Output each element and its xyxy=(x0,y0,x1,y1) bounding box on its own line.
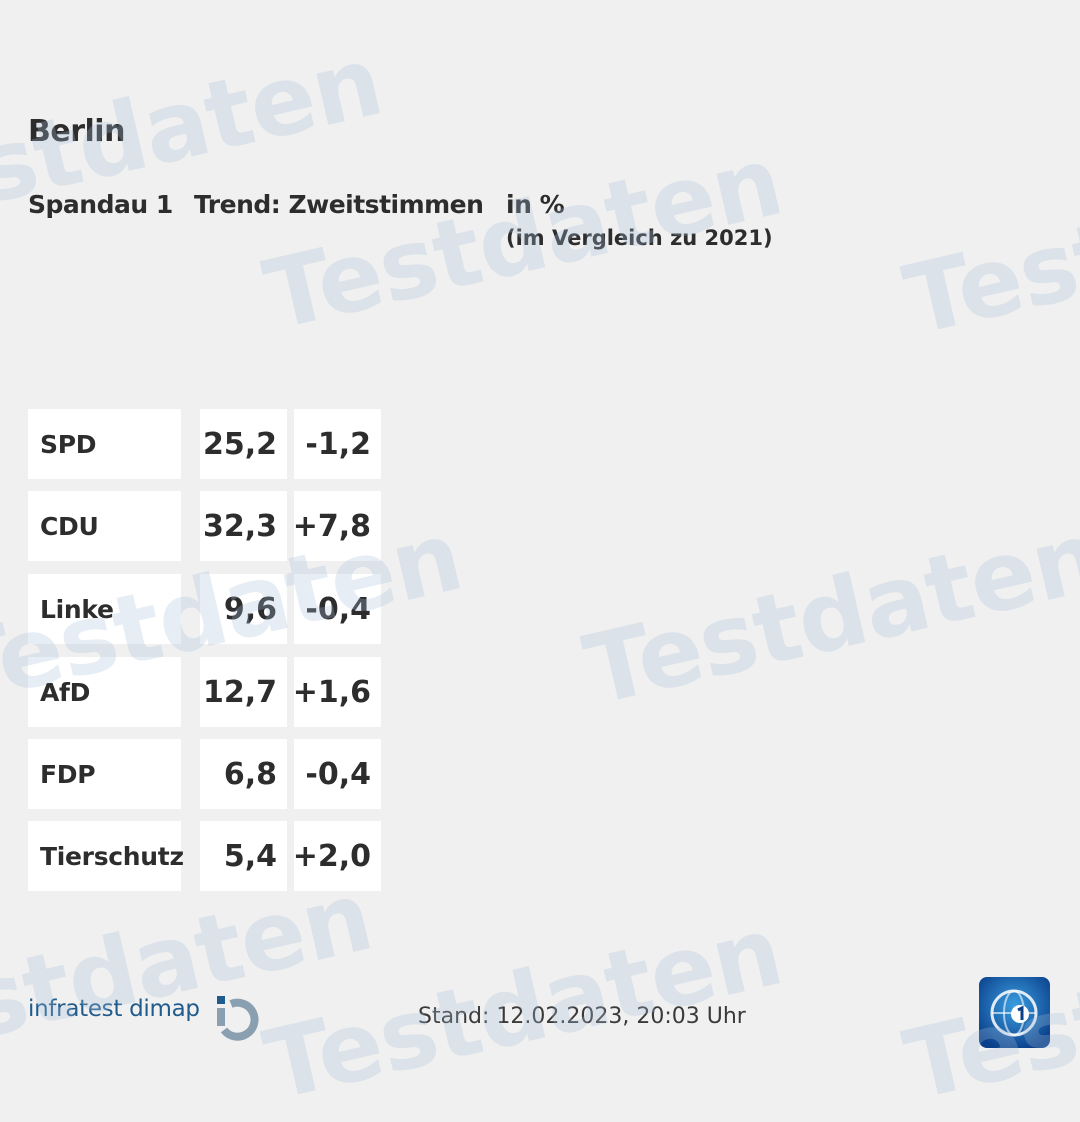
vote-change: -0,4 xyxy=(294,574,381,644)
comparison-note: (im Vergleich zu 2021) xyxy=(506,226,773,250)
party-name: FDP xyxy=(28,739,181,809)
table-row: FDP 6,8 -0,4 xyxy=(28,739,388,809)
chart-title: Trend: Zweitstimmen xyxy=(194,190,484,219)
party-name: SPD xyxy=(28,409,181,479)
infratest-dimap-mark-icon xyxy=(214,994,262,1046)
party-name: Tierschutz xyxy=(28,821,184,891)
vote-change: -1,2 xyxy=(294,409,381,479)
vote-share: 6,8 xyxy=(200,739,287,809)
ard-das-erste-logo-icon xyxy=(979,977,1050,1052)
brand-name: infratest dimap xyxy=(28,996,200,1022)
table-row: Tierschutz 5,4 +2,0 xyxy=(28,821,388,891)
vote-share: 12,7 xyxy=(200,657,287,727)
vote-share: 5,4 xyxy=(200,821,287,891)
table-row: AfD 12,7 +1,6 xyxy=(28,657,388,727)
watermark: Testdaten xyxy=(894,129,1080,357)
vote-share: 32,3 xyxy=(200,491,287,561)
watermark: Testdaten xyxy=(0,859,382,1087)
vote-change: +7,8 xyxy=(293,491,381,561)
vote-share: 25,2 xyxy=(200,409,287,479)
vote-change: +2,0 xyxy=(293,821,381,891)
party-name: Linke xyxy=(28,574,181,644)
vote-share: 9,6 xyxy=(200,574,287,644)
table-row: Linke 9,6 -0,4 xyxy=(28,574,388,644)
table-row: SPD 25,2 -1,2 xyxy=(28,409,388,479)
timestamp: Stand: 12.02.2023, 20:03 Uhr xyxy=(418,1004,746,1029)
vote-change: +1,6 xyxy=(293,657,381,727)
table-row: CDU 32,3 +7,8 xyxy=(28,491,388,561)
constituency-label: Spandau 1 xyxy=(28,190,173,219)
page-title: Berlin xyxy=(28,114,125,149)
unit-label: in % xyxy=(506,190,565,219)
vote-change: -0,4 xyxy=(294,739,381,809)
watermark: Testdaten xyxy=(574,499,1080,727)
party-name: AfD xyxy=(28,657,181,727)
party-name: CDU xyxy=(28,491,181,561)
